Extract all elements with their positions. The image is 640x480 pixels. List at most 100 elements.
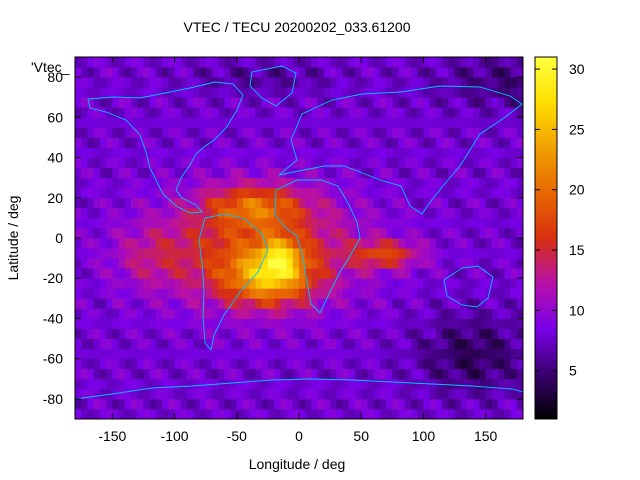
heatmap-cell — [137, 167, 144, 179]
heatmap-cell — [429, 217, 437, 229]
heatmap-cell — [355, 388, 362, 400]
heatmap-cell — [193, 408, 200, 420]
heatmap-cell — [137, 127, 144, 138]
heatmap-cell — [311, 248, 319, 259]
heatmap-cell — [224, 378, 231, 390]
heatmap-cell — [131, 197, 138, 209]
heatmap-cell — [342, 298, 350, 309]
heatmap-cell — [118, 238, 126, 249]
heatmap-cell — [292, 177, 300, 189]
heatmap-cell — [411, 87, 418, 98]
heatmap-cell — [299, 248, 306, 259]
heatmap-cell — [317, 207, 325, 219]
y-tick-label: -40 — [43, 310, 63, 326]
heatmap-cell — [93, 97, 101, 108]
heatmap-cell — [379, 408, 387, 420]
heatmap-cell — [218, 147, 225, 158]
heatmap-cell — [118, 408, 126, 420]
heatmap-cell — [199, 358, 207, 370]
heatmap-cell — [143, 388, 151, 400]
heatmap-cell — [479, 177, 487, 189]
heatmap-cell — [485, 117, 493, 128]
heatmap-cell — [373, 87, 381, 98]
heatmap-cell — [355, 238, 362, 249]
heatmap-cell — [355, 348, 362, 360]
heatmap-cell — [93, 348, 101, 360]
heatmap-cell — [168, 298, 175, 309]
heatmap-cell — [168, 338, 175, 350]
heatmap-cell — [392, 258, 399, 269]
heatmap-cell — [124, 358, 132, 370]
heatmap-cell — [81, 107, 88, 118]
heatmap-cell — [411, 207, 418, 219]
heatmap-cell — [398, 318, 406, 329]
heatmap-cell — [379, 378, 387, 390]
heatmap-cell — [355, 328, 362, 339]
heatmap-cell — [473, 358, 480, 370]
heatmap-cell — [435, 238, 443, 249]
heatmap-cell — [460, 97, 468, 108]
heatmap-cell — [143, 227, 151, 239]
heatmap-cell — [392, 388, 399, 400]
heatmap-cell — [473, 127, 480, 138]
heatmap-cell — [267, 197, 275, 209]
heatmap-cell — [448, 308, 455, 319]
heatmap-cell — [174, 408, 182, 420]
heatmap-cell — [187, 358, 194, 370]
heatmap-cell — [373, 258, 381, 269]
heatmap-cell — [168, 308, 175, 319]
heatmap-cell — [348, 217, 356, 229]
heatmap-cell — [323, 107, 331, 118]
heatmap-cell — [224, 77, 231, 88]
heatmap-cell — [355, 167, 362, 179]
heatmap-cell — [162, 57, 169, 68]
heatmap-cell — [510, 187, 518, 199]
heatmap-cell — [411, 238, 418, 249]
heatmap-cell — [99, 167, 107, 179]
heatmap-cell — [392, 77, 399, 88]
heatmap-cell — [317, 268, 325, 279]
heatmap-cell — [423, 147, 431, 158]
heatmap-cell — [261, 147, 269, 158]
heatmap-cell — [448, 117, 455, 128]
heatmap-cell — [398, 298, 406, 309]
heatmap-cell — [323, 157, 331, 169]
heatmap-cell — [491, 368, 499, 380]
heatmap-cell — [255, 67, 263, 78]
heatmap-cell — [249, 358, 256, 370]
heatmap-cell — [510, 227, 518, 239]
heatmap-cell — [442, 238, 449, 249]
colorbar — [534, 56, 558, 420]
heatmap-cell — [473, 77, 480, 88]
heatmap-cell — [131, 238, 138, 249]
heatmap-cell — [112, 288, 119, 299]
heatmap-cell — [367, 157, 375, 169]
heatmap-cell — [286, 308, 294, 319]
heatmap-cell — [274, 67, 281, 78]
heatmap-cell — [454, 348, 462, 360]
heatmap-cell — [224, 147, 231, 158]
heatmap-cell — [149, 358, 157, 370]
heatmap-cell — [299, 238, 306, 249]
heatmap-cell — [299, 358, 306, 370]
heatmap-cell — [479, 137, 487, 148]
heatmap-cell — [423, 77, 431, 88]
heatmap-cell — [442, 87, 449, 98]
heatmap-cell — [417, 348, 424, 360]
heatmap-cell — [224, 207, 231, 219]
heatmap-cell — [355, 127, 362, 138]
heatmap-cell — [255, 388, 263, 400]
heatmap-cell — [75, 358, 82, 370]
heatmap-cell — [81, 408, 88, 420]
heatmap-cell — [230, 268, 238, 279]
heatmap-cell — [261, 328, 269, 339]
heatmap-cell — [454, 368, 462, 380]
heatmap-cell — [211, 288, 219, 299]
heatmap-cell — [442, 308, 449, 319]
heatmap-cell — [236, 298, 244, 309]
heatmap-cell — [106, 117, 113, 128]
heatmap-cell — [460, 77, 468, 88]
heatmap-cell — [491, 258, 499, 269]
heatmap-cell — [174, 67, 182, 78]
heatmap-cell — [118, 207, 126, 219]
